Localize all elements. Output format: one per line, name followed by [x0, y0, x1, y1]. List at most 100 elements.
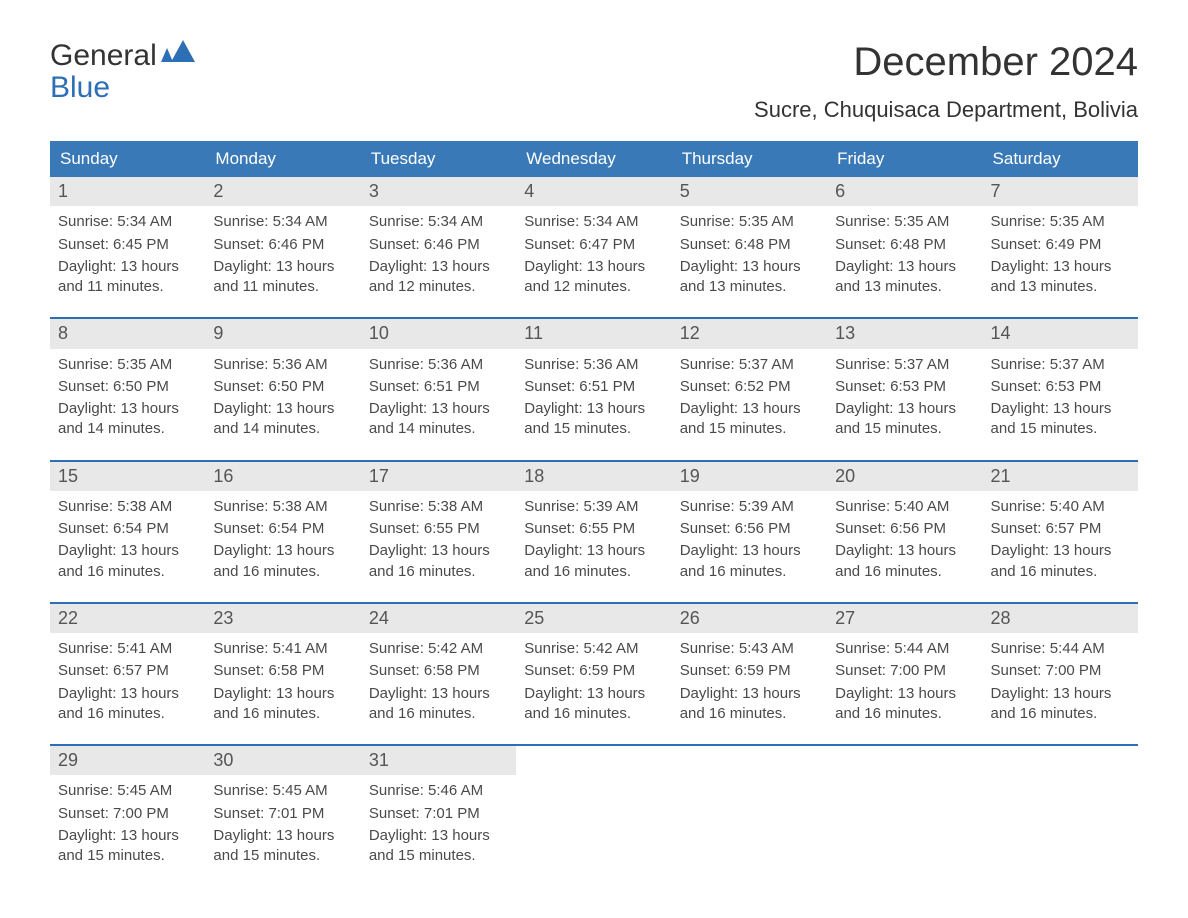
day-number: 4 [516, 177, 671, 206]
weekday-header: Thursday [672, 141, 827, 177]
day-body: Sunrise: 5:41 AMSunset: 6:58 PMDaylight:… [205, 639, 360, 744]
daylight-line: Daylight: 13 hours and 16 minutes. [991, 684, 1130, 725]
sunset-line: Sunset: 6:52 PM [680, 377, 819, 397]
sunset-line: Sunset: 7:00 PM [991, 661, 1130, 681]
day-body: Sunrise: 5:42 AMSunset: 6:58 PMDaylight:… [361, 639, 516, 744]
day-number: 14 [983, 319, 1138, 348]
calendar-day [672, 746, 827, 886]
sunset-line: Sunset: 7:00 PM [835, 661, 974, 681]
sunrise-line: Sunrise: 5:37 AM [680, 355, 819, 375]
sunset-line: Sunset: 6:58 PM [213, 661, 352, 681]
sunrise-line: Sunrise: 5:35 AM [58, 355, 197, 375]
daylight-line: Daylight: 13 hours and 11 minutes. [213, 257, 352, 298]
day-body: Sunrise: 5:39 AMSunset: 6:56 PMDaylight:… [672, 497, 827, 602]
daylight-line: Daylight: 13 hours and 15 minutes. [58, 826, 197, 867]
sunset-line: Sunset: 6:50 PM [58, 377, 197, 397]
daylight-line: Daylight: 13 hours and 16 minutes. [680, 541, 819, 582]
day-number: 15 [50, 462, 205, 491]
day-number: 25 [516, 604, 671, 633]
weekday-header: Friday [827, 141, 982, 177]
day-body: Sunrise: 5:34 AMSunset: 6:46 PMDaylight:… [205, 212, 360, 317]
sunset-line: Sunset: 6:56 PM [835, 519, 974, 539]
daylight-line: Daylight: 13 hours and 15 minutes. [369, 826, 508, 867]
day-body: Sunrise: 5:37 AMSunset: 6:52 PMDaylight:… [672, 355, 827, 460]
day-body: Sunrise: 5:35 AMSunset: 6:49 PMDaylight:… [983, 212, 1138, 317]
weekday-header: Monday [205, 141, 360, 177]
brand-logo-text: General Blue [50, 40, 157, 103]
calendar-day: 6Sunrise: 5:35 AMSunset: 6:48 PMDaylight… [827, 177, 982, 317]
brand-logo: General Blue [50, 40, 195, 103]
calendar-week: 8Sunrise: 5:35 AMSunset: 6:50 PMDaylight… [50, 317, 1138, 459]
day-number: 11 [516, 319, 671, 348]
day-body: Sunrise: 5:38 AMSunset: 6:55 PMDaylight:… [361, 497, 516, 602]
day-number: 3 [361, 177, 516, 206]
sunrise-line: Sunrise: 5:38 AM [369, 497, 508, 517]
sunset-line: Sunset: 6:56 PM [680, 519, 819, 539]
daylight-line: Daylight: 13 hours and 16 minutes. [369, 684, 508, 725]
daylight-line: Daylight: 13 hours and 14 minutes. [213, 399, 352, 440]
sunrise-line: Sunrise: 5:45 AM [213, 781, 352, 801]
sunrise-line: Sunrise: 5:36 AM [213, 355, 352, 375]
calendar-day: 3 Sunrise: 5:34 AMSunset: 6:46 PMDaylight… [361, 177, 516, 317]
sunrise-line: Sunrise: 5:34 AM [58, 212, 197, 232]
day-body: Sunrise: 5:34 AMSunset: 6:45 PMDaylight:… [50, 212, 205, 317]
sunrise-line: Sunrise: 5:34 AM [369, 212, 508, 232]
day-number: 8 [50, 319, 205, 348]
day-body: Sunrise: 5:39 AMSunset: 6:55 PMDaylight:… [516, 497, 671, 602]
calendar-day: 7Sunrise: 5:35 AMSunset: 6:49 PMDaylight… [983, 177, 1138, 317]
sunrise-line: Sunrise: 5:35 AM [680, 212, 819, 232]
sunrise-line: Sunrise: 5:46 AM [369, 781, 508, 801]
day-number: 31 [361, 746, 516, 775]
sunset-line: Sunset: 6:54 PM [213, 519, 352, 539]
day-number: 16 [205, 462, 360, 491]
day-number: 26 [672, 604, 827, 633]
sunrise-line: Sunrise: 5:37 AM [991, 355, 1130, 375]
calendar-day: 25Sunrise: 5:42 AMSunset: 6:59 PMDayligh… [516, 604, 671, 744]
page-header: General Blue December 2024 Sucre, Chuqui… [50, 40, 1138, 141]
day-number: 5 [672, 177, 827, 206]
sunrise-line: Sunrise: 5:39 AM [680, 497, 819, 517]
sunset-line: Sunset: 6:55 PM [524, 519, 663, 539]
calendar-day [827, 746, 982, 886]
daylight-line: Daylight: 13 hours and 16 minutes. [524, 541, 663, 582]
calendar-day: 4Sunrise: 5:34 AMSunset: 6:47 PMDaylight… [516, 177, 671, 317]
sunrise-line: Sunrise: 5:43 AM [680, 639, 819, 659]
sunrise-line: Sunrise: 5:38 AM [213, 497, 352, 517]
day-number: 27 [827, 604, 982, 633]
sunrise-line: Sunrise: 5:40 AM [835, 497, 974, 517]
sunrise-line: Sunrise: 5:35 AM [835, 212, 974, 232]
sunset-line: Sunset: 6:49 PM [991, 235, 1130, 255]
calendar-day: 23 Sunrise: 5:41 AMSunset: 6:58 PMDayligh… [205, 604, 360, 744]
calendar-day: 27Sunrise: 5:44 AMSunset: 7:00 PMDayligh… [827, 604, 982, 744]
calendar-day: 17Sunrise: 5:38 AMSunset: 6:55 PMDayligh… [361, 462, 516, 602]
day-body: Sunrise: 5:43 AMSunset: 6:59 PM Daylight:… [672, 639, 827, 744]
daylight-line: Daylight: 13 hours and 16 minutes. [58, 684, 197, 725]
day-number: 23 [205, 604, 360, 633]
calendar-day [983, 746, 1138, 886]
sunrise-line: Sunrise: 5:36 AM [369, 355, 508, 375]
sunset-line: Sunset: 6:54 PM [58, 519, 197, 539]
sunset-line: Sunset: 6:51 PM [369, 377, 508, 397]
weekday-header: Wednesday [516, 141, 671, 177]
calendar-day [516, 746, 671, 886]
day-body: Sunrise: 5:38 AMSunset: 6:54 PMDaylight:… [205, 497, 360, 602]
calendar-day: 12Sunrise: 5:37 AMSunset: 6:52 PMDayligh… [672, 319, 827, 459]
daylight-line: Daylight: 13 hours and 15 minutes. [991, 399, 1130, 440]
weekday-header: Sunday [50, 141, 205, 177]
sunset-line: Sunset: 6:59 PM [680, 661, 819, 681]
daylight-line: Daylight: 13 hours and 16 minutes. [680, 684, 819, 725]
calendar-week: 1Sunrise: 5:34 AMSunset: 6:45 PMDaylight… [50, 177, 1138, 317]
sunrise-line: Sunrise: 5:38 AM [58, 497, 197, 517]
calendar-day: 20Sunrise: 5:40 AMSunset: 6:56 PMDayligh… [827, 462, 982, 602]
brand-word-2: Blue [50, 71, 110, 104]
daylight-line: Daylight: 13 hours and 15 minutes. [835, 399, 974, 440]
daylight-line: Daylight: 13 hours and 16 minutes. [835, 684, 974, 725]
daylight-line: Daylight: 13 hours and 11 minutes. [58, 257, 197, 298]
daylight-line: Daylight: 13 hours and 14 minutes. [58, 399, 197, 440]
sunset-line: Sunset: 6:47 PM [524, 235, 663, 255]
sunrise-line: Sunrise: 5:39 AM [524, 497, 663, 517]
day-body: Sunrise: 5:35 AMSunset: 6:50 PMDaylight:… [50, 355, 205, 460]
day-number: 20 [827, 462, 982, 491]
day-body: Sunrise: 5:40 AMSunset: 6:57 PMDaylight:… [983, 497, 1138, 602]
day-body: Sunrise: 5:34 AMSunset: 6:46 PMDaylight:… [361, 212, 516, 317]
